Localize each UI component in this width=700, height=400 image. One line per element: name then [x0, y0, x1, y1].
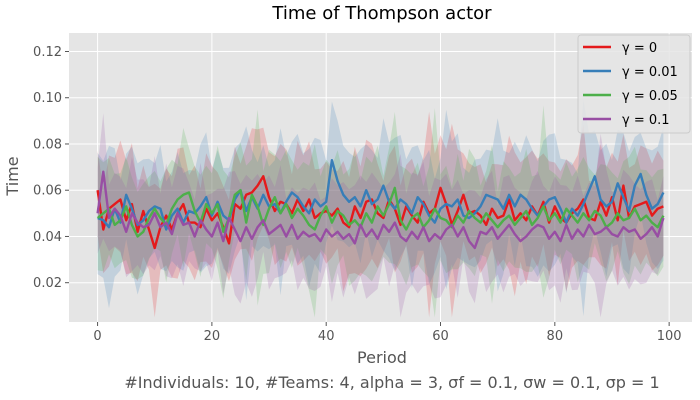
y-tick-label: 0.10	[33, 91, 62, 106]
y-tick-label: 0.08	[33, 137, 62, 152]
series-line	[96, 186, 665, 238]
x-tick-label: 100	[657, 329, 682, 344]
x-tick-label: 20	[204, 329, 221, 344]
x-tick-label: 40	[318, 329, 335, 344]
series-line	[96, 170, 665, 250]
legend-label: γ = 0.01	[622, 65, 678, 80]
x-axis-ticks: 0 20 40 60 80 100	[93, 322, 682, 344]
y-tick-label: 0.04	[33, 230, 62, 245]
legend-label: γ = 0	[622, 41, 657, 56]
chart-title: Time of Thompson actor	[271, 3, 492, 24]
x-axis-title: Period	[357, 348, 407, 367]
legend-box	[577, 34, 691, 134]
y-tick-label: 0.02	[33, 276, 62, 291]
legend-label: γ = 0.1	[622, 113, 670, 128]
legend: γ = 0 γ = 0.01 γ = 0.05 γ = 0.1	[577, 34, 691, 134]
legend-label: γ = 0.05	[622, 89, 678, 104]
y-tick-label: 0.06	[33, 184, 62, 199]
confidence-band	[97, 99, 664, 317]
x-tick-label: 60	[432, 329, 449, 344]
y-tick-label: 0.12	[33, 45, 62, 60]
y-axis-title: Time	[3, 156, 22, 196]
parameters-caption: #Individuals: 10, #Teams: 4, alpha = 3, …	[124, 373, 659, 392]
x-tick-label: 0	[93, 329, 101, 344]
y-axis-ticks: 0.02 0.04 0.06 0.08 0.10 0.12	[33, 45, 69, 291]
series-line	[97, 158, 665, 231]
series-lines	[96, 158, 665, 250]
x-tick-label: 80	[547, 329, 564, 344]
